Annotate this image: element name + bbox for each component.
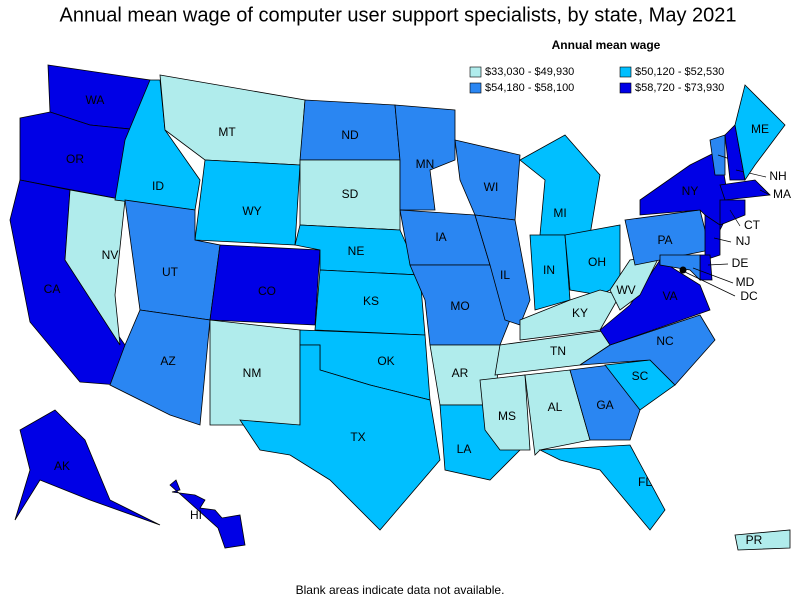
state-shape [734, 529, 791, 551]
state-label: PA [657, 233, 672, 247]
state-label: NE [348, 244, 365, 258]
state-label: CO [258, 284, 276, 298]
state-shape [578, 314, 716, 386]
state-shape [169, 479, 246, 549]
state-label: MO [450, 299, 469, 313]
state-label: KS [363, 294, 379, 308]
state-label: TX [350, 430, 365, 444]
state-label: TN [550, 344, 566, 358]
state-shape [394, 104, 456, 211]
leader-line [759, 189, 771, 196]
state-label: NC [656, 334, 674, 348]
state-shape [609, 254, 661, 311]
state-label: UT [162, 265, 179, 279]
state-label: MS [498, 409, 516, 423]
state-shape [719, 199, 746, 226]
state-shape [159, 74, 306, 166]
state-label: AL [548, 400, 563, 414]
state-label: GA [596, 398, 613, 412]
state-label: NH [769, 169, 786, 183]
state-label: PR [746, 533, 763, 547]
state-label: ME [751, 122, 769, 136]
state-label: IL [500, 268, 510, 282]
state-shape [194, 159, 301, 246]
state-label: MI [553, 206, 566, 220]
state-shape [524, 369, 591, 456]
state-shape [479, 374, 531, 451]
state-shape [709, 134, 726, 176]
state-label: SD [342, 187, 359, 201]
legend-label: $54,180 - $58,100 [485, 82, 574, 94]
legend-swatch [469, 82, 482, 94]
state-label: WV [616, 283, 635, 297]
leader-line [735, 169, 767, 178]
leader-line [684, 271, 736, 297]
state-shape [239, 344, 441, 531]
state-label: ID [152, 179, 164, 193]
legend-swatch [619, 66, 632, 78]
footnote: Blank areas indicate data not available. [296, 583, 505, 597]
legend-label: $50,120 - $52,530 [635, 66, 724, 78]
state-label: OR [66, 152, 84, 166]
state-label: NJ [736, 234, 751, 248]
state-shape [699, 254, 713, 281]
legend-title: Annual mean wage [552, 38, 661, 52]
leader-line [713, 237, 732, 243]
state-shape [599, 259, 711, 346]
state-label: VA [662, 289, 677, 303]
state-label: LA [457, 442, 472, 456]
state-label: WA [86, 93, 105, 107]
state-label: SC [632, 369, 649, 383]
state-label: IN [543, 263, 555, 277]
state-label: HI [190, 508, 202, 522]
leader-line [707, 263, 729, 266]
state-label: CT [744, 218, 761, 232]
state-label: MT [218, 125, 236, 139]
state-label: KY [572, 306, 588, 320]
state-shape [209, 244, 321, 326]
state-label: OH [588, 255, 606, 269]
state-shape [14, 409, 161, 526]
state-label: MD [736, 275, 755, 289]
state-label: ND [341, 128, 359, 142]
state-label: FL [638, 475, 652, 489]
legend-label: $58,720 - $73,930 [635, 82, 724, 94]
state-label: NM [243, 366, 262, 380]
state-label: OK [377, 354, 394, 368]
state-shape [659, 254, 701, 281]
state-shape [734, 84, 786, 182]
state-label: MA [773, 187, 791, 201]
state-label: DC [740, 289, 758, 303]
legend-swatch [469, 66, 482, 78]
state-label: AK [54, 459, 70, 473]
legend-swatch [619, 82, 632, 94]
state-label: AZ [160, 354, 175, 368]
state-label: AR [452, 366, 469, 380]
leader-line [729, 209, 741, 227]
state-shape [704, 214, 721, 261]
state-label: CA [44, 282, 61, 296]
state-shape [719, 179, 771, 201]
state-label: DE [732, 256, 749, 270]
state-label: WI [484, 180, 499, 194]
state-label: NY [682, 184, 699, 198]
state-label: MN [416, 157, 435, 171]
legend-label: $33,030 - $49,930 [485, 66, 574, 78]
state-label: WY [242, 204, 261, 218]
state-shape [679, 266, 687, 274]
state-shape [538, 444, 666, 531]
state-label: IA [435, 230, 446, 244]
leader-line [692, 267, 734, 284]
map-title: Annual mean wage of computer user suppor… [59, 4, 736, 26]
state-label: NV [102, 248, 119, 262]
